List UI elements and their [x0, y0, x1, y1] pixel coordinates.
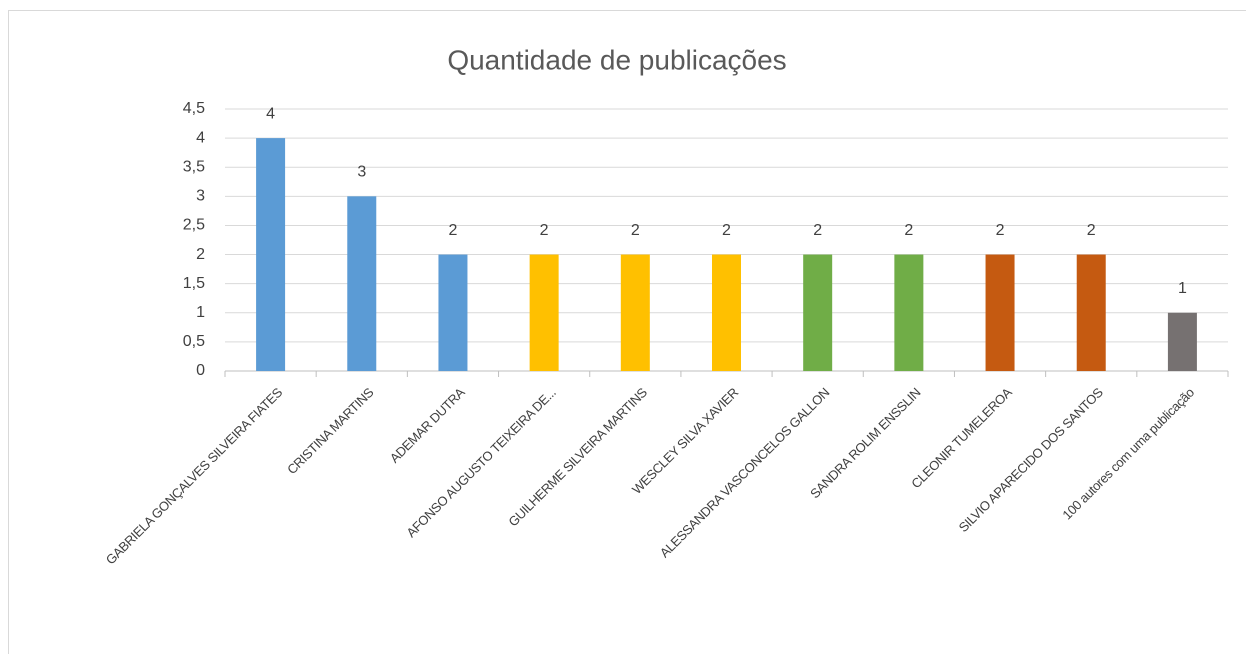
bar — [894, 254, 924, 371]
y-tick-label: 1,5 — [183, 275, 205, 292]
bar — [529, 254, 559, 371]
bar — [803, 254, 833, 371]
y-tick-label: 3,5 — [183, 158, 205, 175]
y-tick-label: 0,5 — [183, 333, 205, 350]
y-tick-label: 4 — [196, 129, 205, 146]
data-label: 2 — [904, 222, 913, 239]
bar — [985, 254, 1015, 371]
y-tick-label: 0 — [196, 362, 205, 379]
data-label: 2 — [540, 222, 549, 239]
data-label: 4 — [266, 105, 275, 122]
bar — [1076, 254, 1106, 371]
bar — [347, 196, 377, 371]
data-label: 1 — [1178, 280, 1187, 297]
y-tick-label: 1 — [196, 304, 205, 321]
bar — [256, 138, 286, 371]
bar — [438, 254, 468, 371]
chart-title: Quantidade de publicações — [447, 44, 786, 75]
data-label: 2 — [813, 222, 822, 239]
bar — [620, 254, 650, 371]
bar — [1167, 312, 1197, 371]
y-tick-label: 3 — [196, 188, 205, 205]
data-label: 3 — [357, 164, 366, 181]
data-label: 2 — [449, 222, 458, 239]
data-label: 2 — [631, 222, 640, 239]
y-tick-label: 2,5 — [183, 217, 205, 234]
y-tick-label: 4,5 — [183, 100, 205, 117]
data-label: 2 — [722, 222, 731, 239]
data-label: 2 — [1087, 222, 1096, 239]
data-label: 2 — [996, 222, 1005, 239]
bar — [712, 254, 741, 371]
y-tick-label: 2 — [196, 246, 205, 263]
